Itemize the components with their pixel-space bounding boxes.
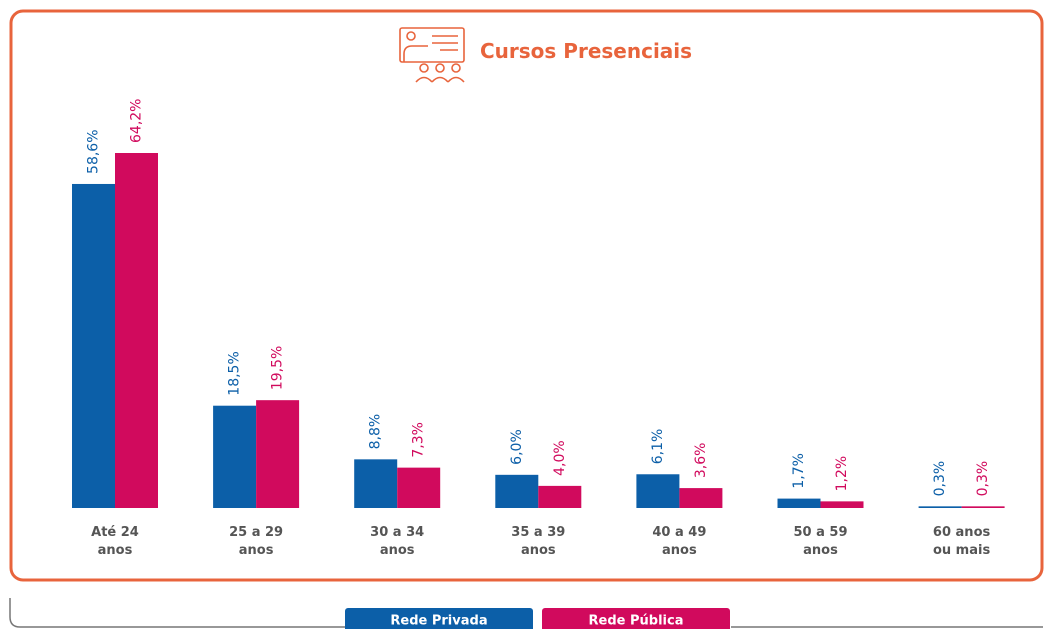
x-tick-label: 25 a 29 anos bbox=[229, 525, 284, 558]
bar bbox=[213, 405, 257, 508]
legend-swatch bbox=[345, 608, 533, 629]
bar bbox=[961, 506, 1005, 508]
bar bbox=[354, 459, 398, 508]
bar bbox=[679, 488, 723, 508]
bar bbox=[820, 501, 864, 508]
bar bbox=[636, 474, 680, 508]
legend-swatch bbox=[542, 608, 730, 629]
legend-line bbox=[9, 598, 1043, 628]
icon bbox=[399, 27, 465, 83]
bar bbox=[397, 467, 441, 508]
value-label: 8,8% bbox=[368, 414, 384, 450]
bar bbox=[777, 498, 821, 508]
value-label: 3,6% bbox=[693, 443, 709, 479]
legend-label: Rede Privada bbox=[390, 614, 487, 629]
x-tick-label: 50 a 59 anos bbox=[793, 525, 848, 558]
value-label: 0,3% bbox=[975, 461, 991, 497]
bar bbox=[918, 506, 962, 508]
frame bbox=[9, 9, 1044, 582]
value-label: 6,0% bbox=[509, 429, 525, 465]
value-label: 58,6% bbox=[86, 129, 102, 173]
value-label: 18,5% bbox=[227, 351, 243, 395]
x-tick-label: 40 a 49 anos bbox=[652, 525, 707, 558]
bar bbox=[495, 474, 539, 508]
x-tick-label: Até 24 anos bbox=[91, 525, 139, 558]
legend-label: Rede Pública bbox=[589, 614, 684, 629]
x-tick-label: 35 a 39 anos bbox=[511, 525, 566, 558]
bar bbox=[72, 183, 115, 508]
value-label: 1,2% bbox=[834, 456, 850, 492]
chart-title: Cursos Presenciais bbox=[480, 39, 692, 63]
value-label: 6,1% bbox=[650, 429, 666, 465]
bar bbox=[115, 153, 158, 508]
value-label: 1,7% bbox=[791, 453, 807, 489]
value-label: 4,0% bbox=[552, 440, 568, 476]
bar bbox=[256, 400, 300, 508]
value-label: 64,2% bbox=[129, 99, 145, 143]
x-tick-label: 60 anos ou mais bbox=[932, 525, 991, 558]
value-label: 7,3% bbox=[411, 422, 427, 458]
x-tick-label: 30 a 34 anos bbox=[370, 525, 425, 558]
value-label: 0,3% bbox=[932, 461, 948, 497]
bar bbox=[538, 485, 582, 508]
value-label: 19,5% bbox=[270, 346, 286, 390]
